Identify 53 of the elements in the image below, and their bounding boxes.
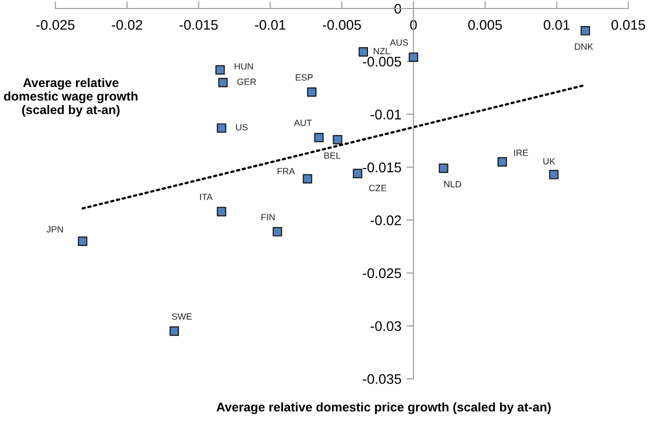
- x-tick-label: -0.02: [112, 20, 142, 30]
- y-tick-label: -0.025: [362, 268, 402, 278]
- x-tick-label: -0.015: [180, 20, 218, 30]
- x-tick-label: 0.005: [468, 20, 502, 30]
- annotation: JPN: [46, 226, 63, 233]
- point: [352, 168, 362, 178]
- y-tick-label: -0.015: [362, 162, 402, 172]
- annotation: AUS: [390, 39, 408, 46]
- point: [498, 157, 507, 167]
- y-tick-label: -0.005: [362, 56, 402, 67]
- annotation: IRE: [514, 150, 528, 156]
- point: [272, 226, 282, 236]
- point: [408, 52, 418, 62]
- annotation: US: [236, 124, 248, 130]
- annotation: FIN: [261, 214, 275, 220]
- point: [314, 132, 324, 142]
- x-axis-title: Average relative domestic price growth (scaled by at-an): [216, 402, 551, 414]
- point: [215, 65, 225, 75]
- annotation: SWE: [172, 313, 192, 320]
- x-tick-label: -0.01: [255, 20, 286, 30]
- point: [78, 236, 88, 246]
- annotation: BEL: [324, 152, 340, 159]
- annotation: CZE: [369, 184, 386, 192]
- point: [580, 26, 590, 36]
- annotation: NZL: [374, 48, 390, 54]
- point: [358, 47, 368, 57]
- annotation: HUN: [234, 63, 253, 70]
- point: [218, 78, 228, 88]
- x-tick-label: -0.025: [36, 20, 75, 30]
- x-tick-label: -0.005: [322, 20, 361, 30]
- annotation: GER: [237, 78, 256, 85]
- x-tick-label: 0.015: [611, 20, 646, 30]
- annotation: FRA: [278, 168, 295, 174]
- annotation: UK: [543, 158, 556, 165]
- point: [216, 206, 226, 216]
- point: [549, 170, 559, 180]
- x-tick-label: 0.01: [544, 20, 570, 30]
- annotation: ITA: [200, 194, 213, 200]
- annotation: AUT: [294, 120, 312, 126]
- point: [438, 164, 448, 173]
- y-tick-label: -0.03: [370, 321, 402, 332]
- annotation: ESP: [296, 74, 313, 81]
- y-axis-title: Average relative domestic wage growth (scaled by at-an): [4, 78, 138, 117]
- point: [302, 174, 312, 184]
- y-tick-label: -0.02: [370, 215, 401, 226]
- point: [216, 123, 226, 133]
- point: [307, 87, 316, 97]
- point: [332, 134, 342, 144]
- point: [170, 326, 179, 336]
- y-tick-label: -0.035: [362, 374, 402, 384]
- annotation: NLD: [444, 181, 462, 188]
- annotation: DNK: [574, 44, 594, 50]
- y-tick-label: -0.01: [370, 110, 401, 120]
